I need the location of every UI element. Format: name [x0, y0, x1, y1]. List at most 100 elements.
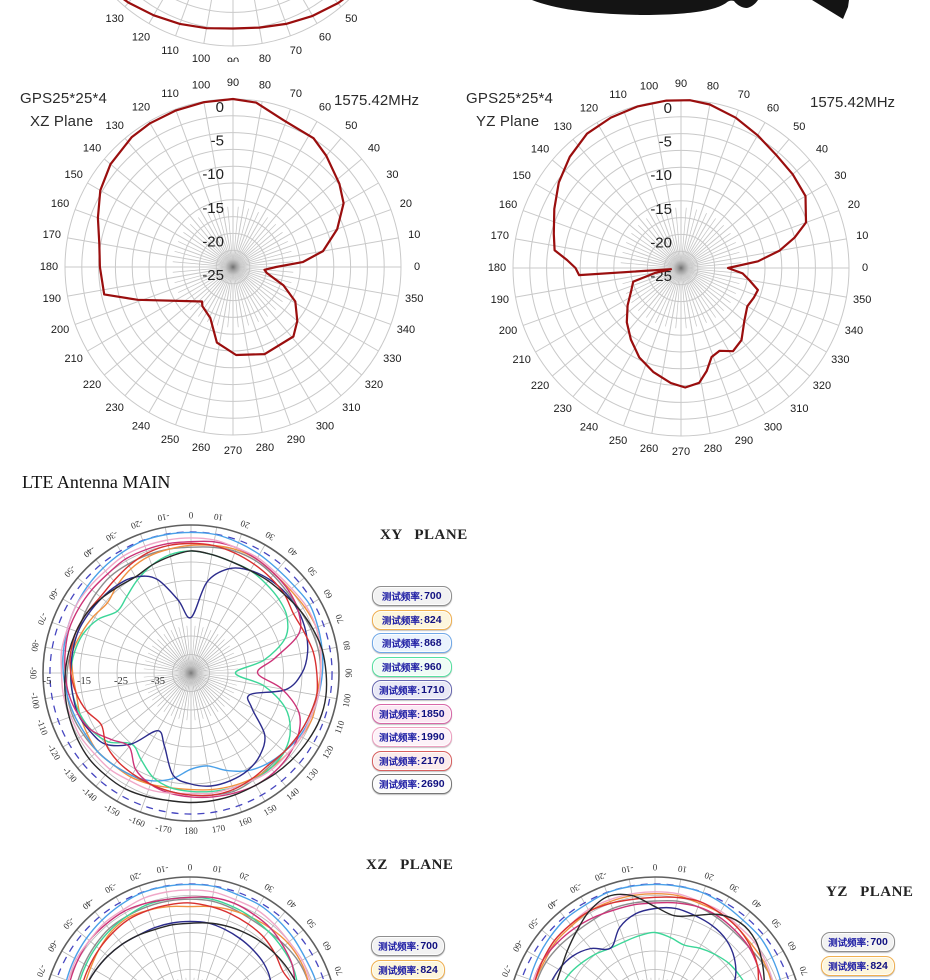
pattern-curve-868	[65, 883, 317, 980]
svg-text:140: 140	[284, 786, 301, 803]
svg-text:350: 350	[405, 293, 423, 305]
svg-text:-150: -150	[102, 801, 122, 818]
legend-badge-1850: 测试频率: 1850	[372, 703, 452, 724]
svg-text:180: 180	[40, 261, 58, 273]
svg-text:320: 320	[365, 379, 383, 391]
svg-text:-20: -20	[593, 870, 608, 884]
svg-text:200: 200	[499, 325, 517, 337]
svg-text:40: 40	[285, 897, 299, 911]
svg-text:0: 0	[862, 262, 868, 274]
svg-text:-5: -5	[43, 676, 52, 687]
legend-badge-700: 测试频率: 700	[371, 936, 445, 956]
legend-badge-2170: 测试频率: 2170	[372, 750, 452, 771]
svg-text:50: 50	[304, 916, 318, 930]
legend-badge-1710: 测试频率: 1710	[372, 680, 452, 700]
svg-text:0: 0	[216, 99, 224, 116]
pattern-curve-2170	[83, 902, 291, 980]
svg-text:260: 260	[640, 443, 658, 455]
svg-text:20: 20	[238, 870, 250, 883]
svg-text:100: 100	[192, 53, 210, 62]
svg-text:120: 120	[320, 743, 336, 760]
svg-text:20: 20	[848, 199, 860, 211]
svg-text:60: 60	[319, 102, 331, 114]
legend-badge-frequency: 2690	[421, 778, 445, 790]
legend-badge-700: 测试频率: 700	[821, 932, 895, 952]
svg-text:290: 290	[735, 435, 753, 447]
svg-text:-25: -25	[114, 676, 128, 687]
gps-xz-frequency-label: 1575.42MHz	[334, 92, 420, 109]
svg-text:-10: -10	[156, 511, 170, 523]
legend-badge-label: 测试频率:	[379, 756, 421, 768]
svg-text:-30: -30	[104, 529, 120, 544]
svg-text:-20: -20	[129, 518, 144, 532]
svg-text:30: 30	[386, 169, 398, 181]
pattern-curve-824	[534, 892, 772, 980]
svg-text:90: 90	[675, 78, 687, 90]
svg-text:230: 230	[106, 402, 124, 414]
lte-xz-plane-label: XZ PLANE	[366, 857, 454, 873]
svg-text:160: 160	[499, 199, 517, 211]
svg-text:200: 200	[51, 324, 69, 336]
svg-text:100: 100	[341, 692, 353, 708]
legend-badge-960: 测试频率: 960	[372, 656, 452, 677]
svg-text:50: 50	[793, 121, 805, 133]
legend-badge-label: 测试频率:	[381, 639, 424, 650]
pattern-curve	[122, 0, 345, 30]
pattern-curve-1850	[64, 540, 302, 799]
svg-text:270: 270	[224, 445, 242, 457]
svg-text:-160: -160	[127, 814, 146, 829]
legend-badge-frequency: 960	[424, 660, 442, 673]
svg-text:230: 230	[554, 403, 572, 415]
svg-text:-120: -120	[46, 742, 63, 762]
pattern-curve-1990	[67, 889, 311, 980]
svg-text:90: 90	[227, 77, 239, 89]
svg-text:50: 50	[345, 13, 357, 25]
pattern-curve-2690	[88, 922, 296, 980]
svg-text:70: 70	[290, 88, 302, 100]
legend-badge-2690: 测试频率: 2690	[372, 774, 452, 794]
svg-text:60: 60	[767, 103, 779, 115]
svg-text:40: 40	[368, 0, 380, 2]
pattern-curve-1850	[69, 896, 296, 980]
svg-text:70: 70	[797, 965, 810, 977]
svg-text:60: 60	[785, 939, 798, 952]
legend-badge-824: 测试频率: 824	[821, 955, 895, 976]
svg-text:-40: -40	[545, 896, 561, 912]
svg-text:180: 180	[488, 262, 506, 274]
svg-text:100: 100	[640, 81, 658, 93]
svg-text:50: 50	[345, 120, 357, 132]
svg-text:0: 0	[664, 100, 672, 117]
svg-text:-100: -100	[29, 691, 42, 709]
svg-text:40: 40	[816, 144, 828, 156]
gps-xz-plane-subtitle: XZ Plane	[30, 113, 94, 130]
legend-badge-label: 测试频率:	[379, 780, 421, 791]
gps-yz-plane-chart: 0 10 20 30 40 50 60 70 80 90 100 110 120 130 140 150 160…	[488, 78, 872, 458]
legend-badge-frequency: 700	[424, 590, 442, 602]
svg-text:-10: -10	[620, 863, 634, 875]
svg-text:-70: -70	[36, 612, 50, 627]
svg-text:30: 30	[263, 529, 276, 542]
legend-badge-label: 测试频率:	[828, 938, 870, 949]
svg-text:70: 70	[290, 45, 302, 57]
svg-text:30: 30	[834, 170, 846, 182]
svg-text:-10: -10	[650, 167, 672, 184]
svg-text:300: 300	[316, 420, 334, 432]
svg-text:-15: -15	[650, 201, 672, 218]
svg-text:280: 280	[256, 442, 274, 454]
pattern-curve-700	[77, 898, 309, 980]
pattern-curve-824	[85, 905, 309, 980]
legend-badge-frequency: 1990	[421, 731, 445, 743]
svg-text:310: 310	[790, 403, 808, 415]
svg-text:-30: -30	[568, 881, 584, 896]
svg-text:-70: -70	[500, 964, 514, 979]
legend-badge-frequency: 824	[420, 963, 438, 976]
svg-text:110: 110	[161, 88, 179, 100]
legend-badge-label: 测试频率:	[828, 961, 870, 973]
svg-text:40: 40	[368, 143, 380, 155]
pattern-curve-2170	[534, 896, 760, 980]
svg-text:-40: -40	[81, 544, 97, 560]
svg-text:330: 330	[831, 354, 849, 366]
legend-badge-label: 测试频率:	[379, 686, 421, 697]
